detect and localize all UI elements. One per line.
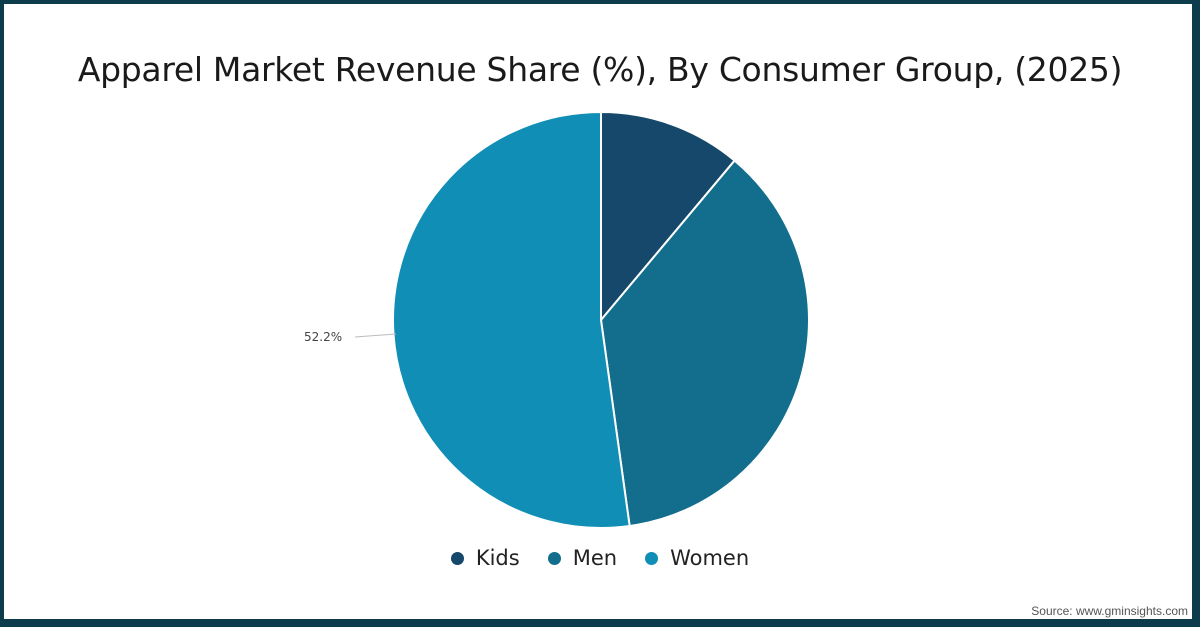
pie-slice-kids[interactable] [600, 110, 736, 323]
kids-marker-icon [450, 551, 464, 565]
legend-item-women[interactable]: Women [645, 546, 749, 570]
source-note: Source: www.gminsights.com [1031, 604, 1188, 618]
legend-label: Men [572, 546, 618, 570]
legend-item-kids[interactable]: Kids [450, 546, 520, 570]
pie-slice-men[interactable] [599, 159, 810, 528]
legend-label: Kids [475, 546, 520, 570]
legend-item-men[interactable]: Men [547, 546, 618, 570]
leader-line [354, 333, 397, 338]
pie-slice-women[interactable] [392, 110, 631, 529]
legend-label: Women [670, 546, 750, 570]
chart-title: Apparel Market Revenue Share (%), By Con… [77, 50, 1123, 89]
women-data-label: 52.2% [304, 330, 343, 344]
men-marker-icon [547, 551, 561, 565]
women-marker-icon [645, 551, 659, 565]
legend: Kids Men Women [0, 546, 1200, 570]
